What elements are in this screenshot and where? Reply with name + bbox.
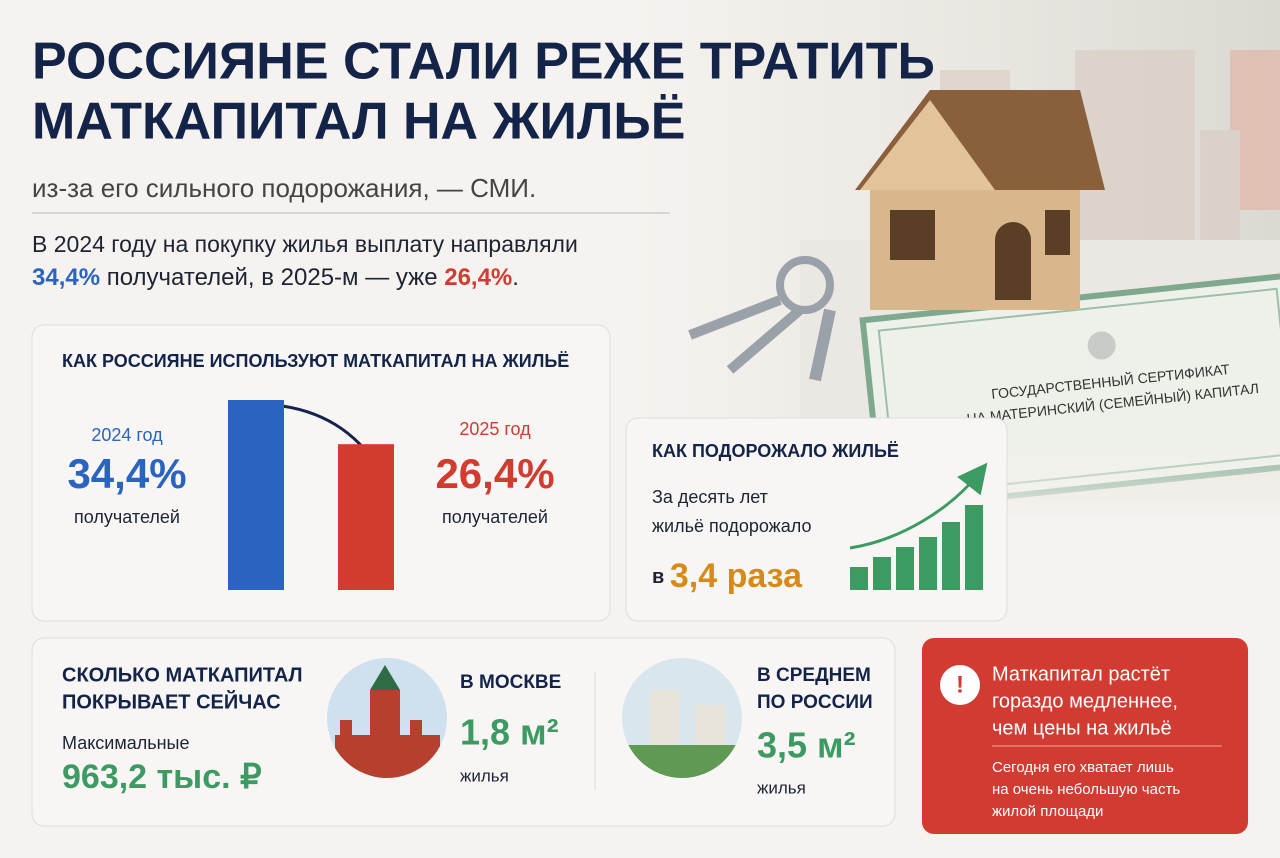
lead-text: . [512,264,519,291]
value-label: 34,4% [67,450,186,497]
lead-text: 34,4% получателей, в 2025-м — уже 26,4%. [32,264,519,291]
year-label: 2024 год [91,425,163,445]
text: жилья [460,766,509,785]
emblem [1087,331,1116,360]
text: За десять лет [652,487,768,507]
card-title: КАК ПОДОРОЖАЛО ЖИЛЬЁ [652,441,899,461]
alert-text: Сегодня его хватает лишь [992,759,1174,776]
text: Максимальные [62,733,190,753]
bar [228,400,284,590]
region-title: В МОСКВЕ [460,672,561,693]
alert-headline: чем цены на жильё [992,717,1172,739]
alert-headline: Маткапитал растёт [992,663,1170,685]
region-title: В СРЕДНЕМ [757,665,871,686]
card [31,324,611,622]
prices-card: КАК ПОДОРОЖАЛО ЖИЛЬЁ За десять лет жильё… [625,417,1008,622]
alert-text: на очень небольшую часть [992,781,1180,798]
card-title: СКОЛЬКО МАТКАПИТАЛ [62,664,303,686]
growth-value: 3,4 раза [670,557,803,595]
subtitle: из-за его сильного подорожания, — СМИ. [32,173,536,203]
title: РОССИЯНЕ СТАЛИ РЕЖЕ ТРАТИТЬ [32,33,935,91]
card-title: ПОКРЫВАЕТ СЕЙЧАС [62,689,281,713]
max-value: 963,2 тыс. ₽ [62,758,262,796]
kremlin-image [327,658,447,778]
card [922,638,1248,834]
caption: получателей [74,507,180,527]
year-label: 2025 год [459,419,531,439]
alert-headline: гораздо медленнее, [992,690,1178,712]
lead-value: 34,4% [32,264,100,291]
title: МАТКАПИТАЛ НА ЖИЛЬЁ [32,93,686,151]
text: в [652,566,670,588]
text: жилья [757,778,806,797]
keys [688,256,836,382]
value-label: 26,4% [435,450,554,497]
region-value: 3,5 м² [757,725,856,766]
alert-icon-text: ! [956,671,964,698]
lead-text: В 2024 году на покупку жилья выплату нап… [32,231,578,257]
alert-icon [940,665,980,705]
usage-card: КАК РОССИЯНЕ ИСПОЛЬЗУЮТ МАТКАПИТАЛ НА ЖИ… [31,324,611,622]
alert-card: ! Маткапитал растёт гораздо медленнее, ч… [922,638,1248,834]
lead-text: получателей, в 2025-м — уже [100,264,444,291]
growth-arrow [849,462,988,550]
caption: получателей [442,507,548,527]
lead-value: 26,4% [444,264,512,291]
region-value: 1,8 м² [460,712,559,753]
house [855,90,1105,310]
alert-text: жилой площади [992,803,1103,820]
growth-icon [850,505,983,590]
coverage-card: СКОЛЬКО МАТКАПИТАЛ ПОКРЫВАЕТ СЕЙЧАС Макс… [31,637,896,827]
region-title: ПО РОССИИ [757,692,873,713]
card-title: КАК РОССИЯНЕ ИСПОЛЬЗУЮТ МАТКАПИТАЛ НА ЖИ… [62,351,569,371]
text: жильё подорожало [652,516,811,536]
bar [338,444,394,590]
text: в 3,4 раза [652,557,803,595]
